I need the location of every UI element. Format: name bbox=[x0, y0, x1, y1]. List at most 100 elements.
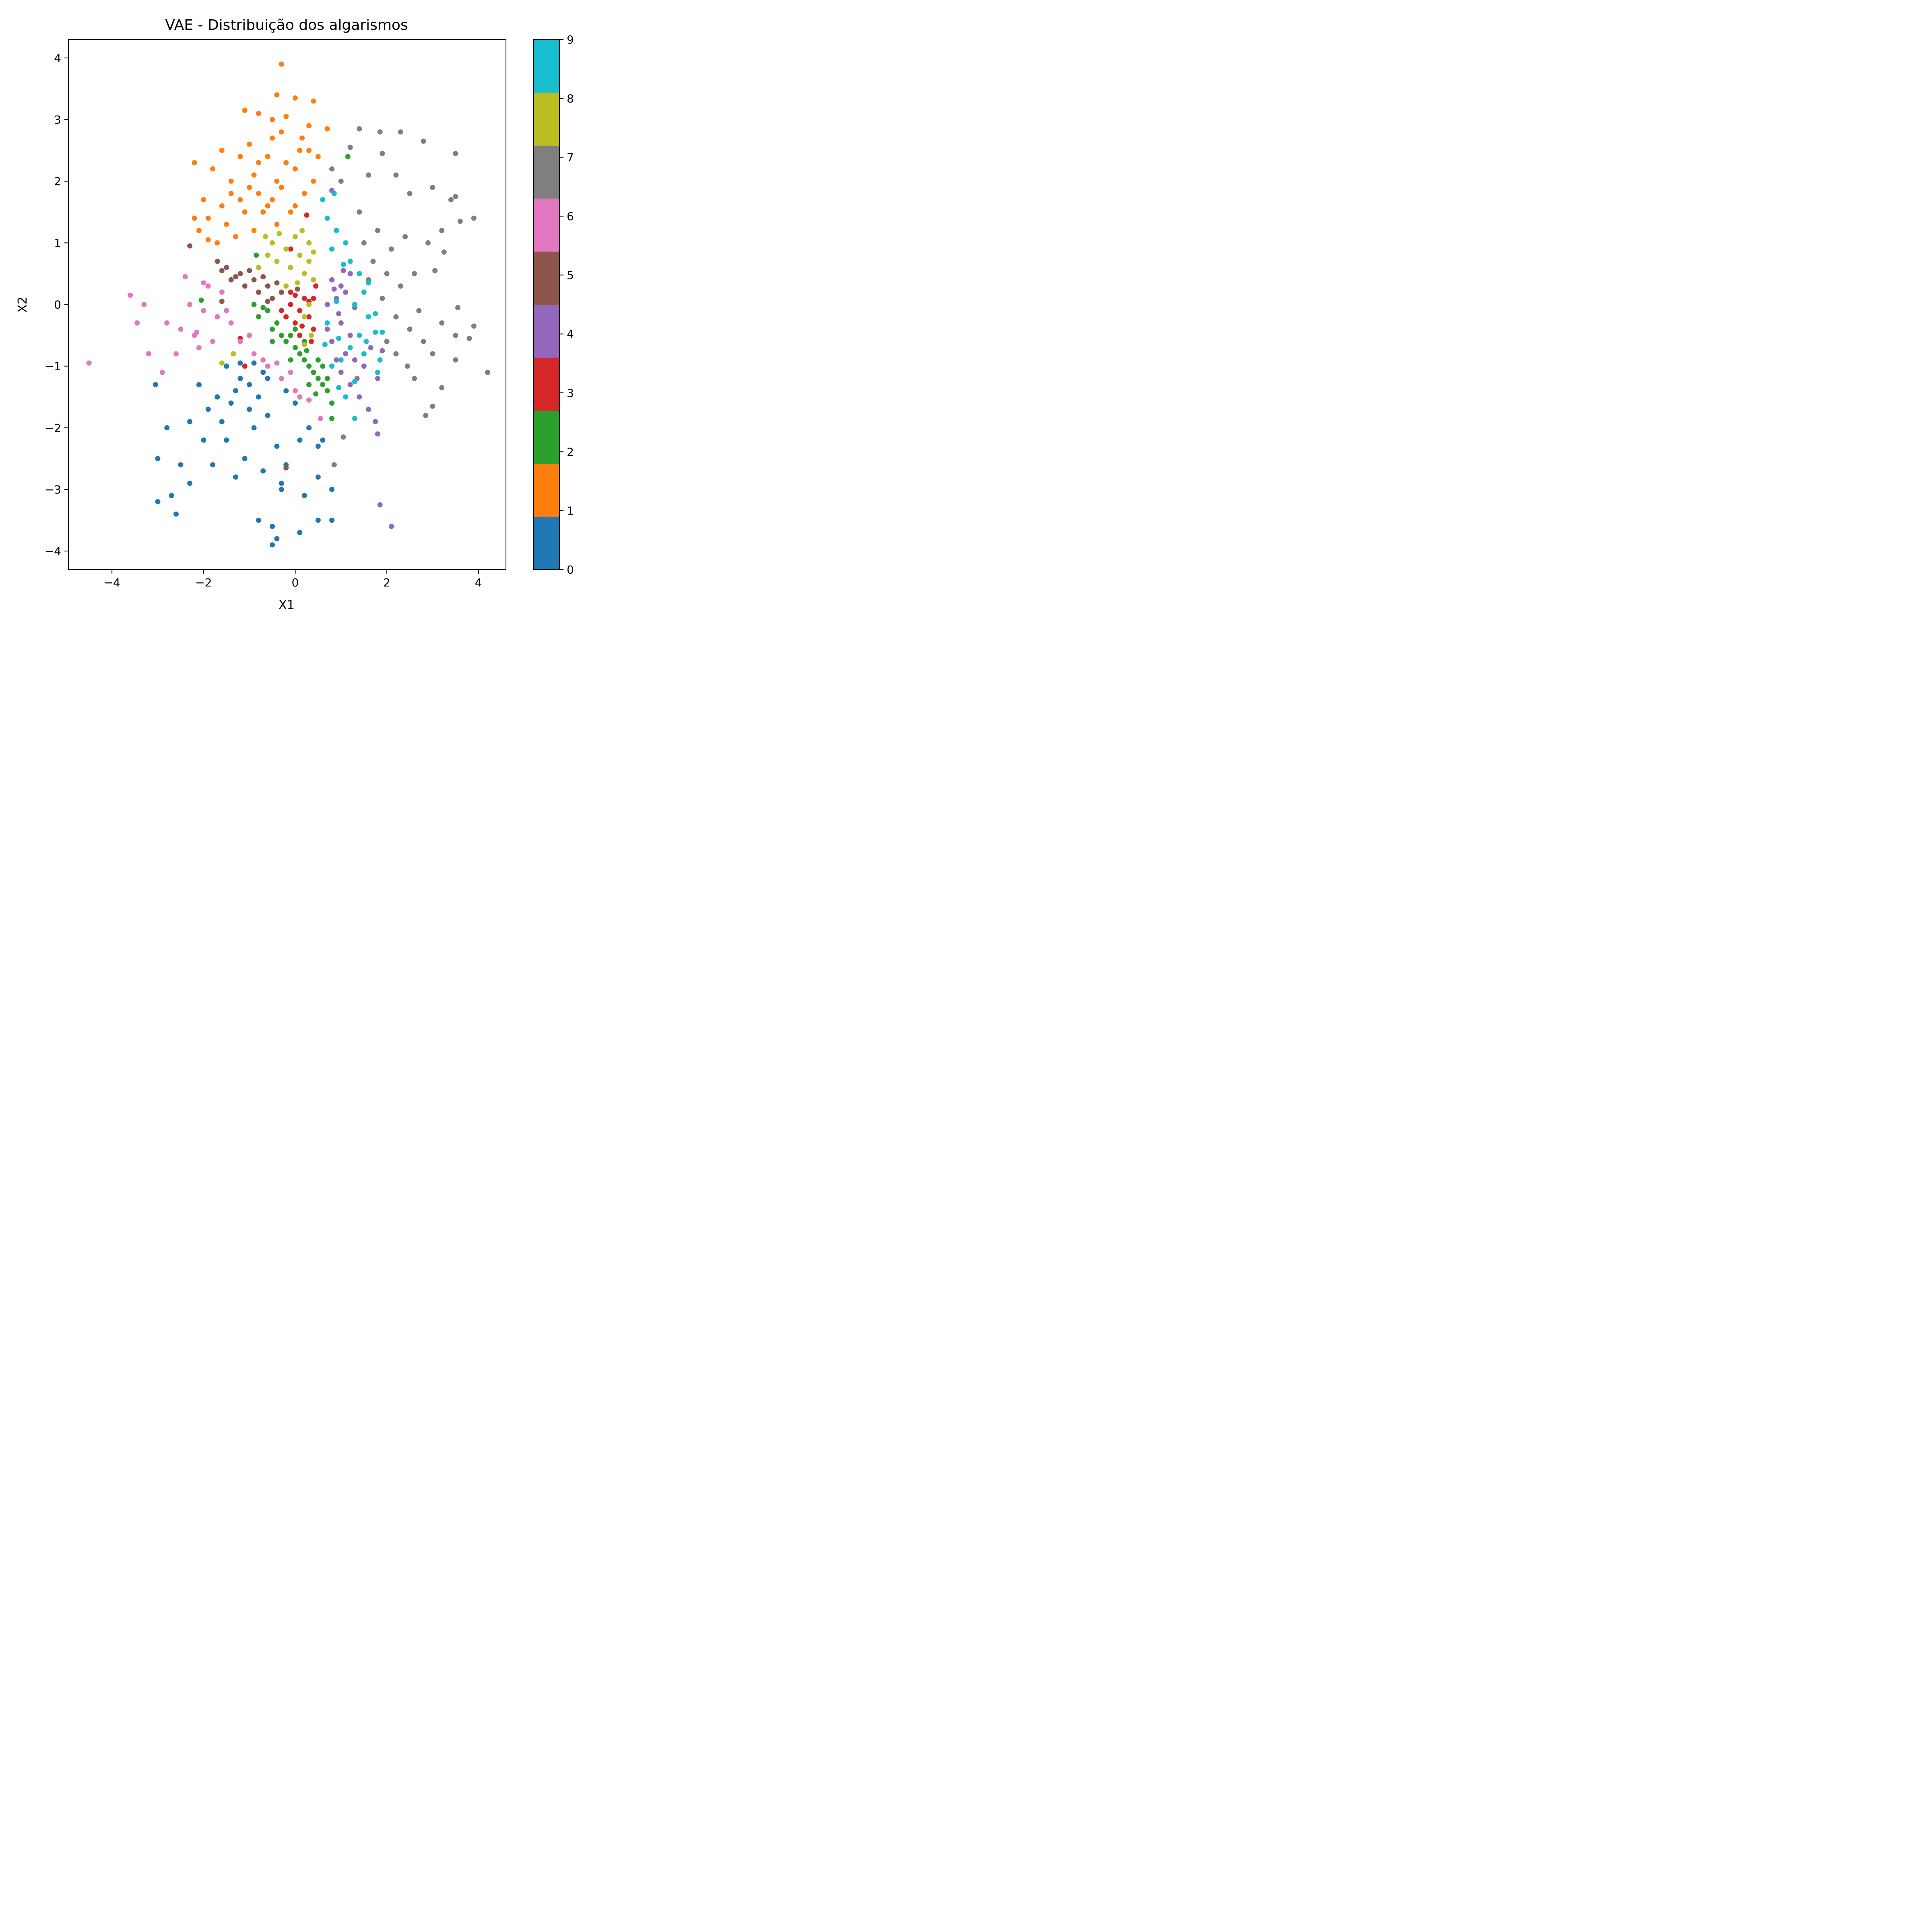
scatter-point bbox=[377, 502, 383, 508]
y-tick-label: 0 bbox=[54, 298, 61, 312]
scatter-point bbox=[251, 351, 257, 357]
scatter-chart: VAE - Distribuição dos algarismos −4 −2 0 2… bbox=[0, 0, 628, 628]
scatter-point bbox=[201, 308, 206, 314]
scatter-point bbox=[169, 493, 174, 498]
scatter-point bbox=[155, 499, 161, 504]
scatter-point bbox=[297, 252, 303, 258]
scatter-point bbox=[251, 425, 257, 431]
scatter-point bbox=[384, 271, 390, 277]
scatter-point bbox=[201, 437, 206, 443]
scatter-point bbox=[233, 234, 238, 239]
scatter-point bbox=[146, 351, 151, 357]
scatter-point bbox=[357, 271, 362, 277]
scatter-point bbox=[205, 283, 211, 289]
scatter-point bbox=[274, 320, 280, 326]
y-tick-label: −4 bbox=[45, 545, 61, 558]
scatter-point bbox=[283, 388, 289, 394]
scatter-point bbox=[288, 209, 293, 215]
scatter-point bbox=[393, 351, 399, 357]
scatter-point bbox=[320, 363, 326, 369]
scatter-point bbox=[128, 293, 133, 298]
colorbar-tick-label: 3 bbox=[567, 386, 574, 400]
scatter-point bbox=[352, 302, 357, 307]
scatter-point bbox=[247, 268, 252, 273]
scatter-point bbox=[306, 382, 312, 388]
scatter-point bbox=[457, 219, 463, 224]
scatter-point bbox=[334, 299, 339, 304]
scatter-point bbox=[159, 369, 165, 375]
scatter-point bbox=[329, 277, 334, 283]
scatter-point bbox=[373, 311, 378, 316]
y-axis: −4 −3 −2 −1 0 1 2 3 4 bbox=[45, 52, 68, 558]
scatter-point bbox=[322, 342, 328, 347]
scatter-point bbox=[279, 308, 284, 314]
colorbar-tick-label: 5 bbox=[567, 268, 574, 282]
scatter-point bbox=[274, 178, 280, 184]
scatter-point bbox=[297, 148, 303, 153]
scatter-point bbox=[324, 126, 330, 132]
scatter-point bbox=[274, 280, 280, 286]
scatter-point bbox=[153, 382, 158, 388]
scatter-point bbox=[301, 295, 307, 301]
scatter-point bbox=[292, 95, 298, 101]
scatter-point bbox=[260, 468, 266, 474]
scatter-point bbox=[292, 345, 298, 351]
scatter-point bbox=[388, 246, 394, 252]
scatter-point bbox=[228, 320, 234, 326]
scatter-point bbox=[237, 360, 243, 366]
scatter-point bbox=[373, 329, 378, 335]
figure-background bbox=[0, 0, 628, 628]
scatter-point bbox=[247, 141, 252, 147]
scatter-point bbox=[288, 246, 293, 252]
scatter-point bbox=[416, 308, 422, 314]
scatter-point bbox=[198, 297, 204, 303]
scatter-point bbox=[363, 339, 369, 344]
scatter-point bbox=[260, 305, 266, 310]
scatter-point bbox=[274, 360, 280, 366]
scatter-point bbox=[283, 283, 289, 289]
scatter-point bbox=[466, 336, 472, 341]
scatter-point bbox=[453, 194, 458, 199]
scatter-point bbox=[388, 524, 394, 529]
scatter-point bbox=[233, 388, 238, 394]
scatter-point bbox=[283, 246, 289, 252]
scatter-point bbox=[380, 329, 385, 335]
scatter-point bbox=[277, 231, 282, 236]
scatter-point bbox=[306, 240, 312, 246]
scatter-point bbox=[441, 249, 447, 255]
scatter-point bbox=[242, 209, 248, 215]
scatter-point bbox=[164, 425, 170, 431]
scatter-point bbox=[215, 314, 220, 320]
scatter-point bbox=[299, 135, 305, 141]
scatter-point bbox=[292, 326, 298, 332]
scatter-point bbox=[375, 376, 380, 381]
scatter-point bbox=[219, 268, 225, 273]
scatter-point bbox=[318, 416, 323, 421]
scatter-point bbox=[380, 151, 385, 156]
scatter-point bbox=[210, 462, 215, 468]
scatter-point bbox=[301, 191, 307, 196]
scatter-point bbox=[341, 268, 346, 273]
scatter-point bbox=[210, 339, 215, 344]
scatter-point bbox=[375, 369, 380, 375]
scatter-point bbox=[178, 326, 184, 332]
x-tick-label: 0 bbox=[292, 576, 299, 589]
scatter-point bbox=[295, 286, 300, 292]
scatter-point bbox=[405, 363, 410, 369]
colorbar-tick-label: 2 bbox=[567, 445, 574, 458]
scatter-point bbox=[295, 280, 300, 286]
scatter-point bbox=[343, 351, 349, 357]
scatter-point bbox=[265, 363, 270, 369]
scatter-point bbox=[423, 413, 429, 418]
scatter-point bbox=[270, 197, 275, 202]
scatter-point bbox=[485, 369, 490, 375]
colorbar-segment bbox=[533, 92, 559, 146]
scatter-point bbox=[194, 329, 200, 335]
series-9 bbox=[320, 191, 385, 421]
scatter-point bbox=[178, 462, 184, 468]
scatter-point bbox=[313, 391, 319, 397]
scatter-point bbox=[279, 129, 284, 135]
scatter-point bbox=[292, 388, 298, 394]
scatter-point bbox=[265, 413, 270, 418]
scatter-point bbox=[233, 474, 238, 480]
